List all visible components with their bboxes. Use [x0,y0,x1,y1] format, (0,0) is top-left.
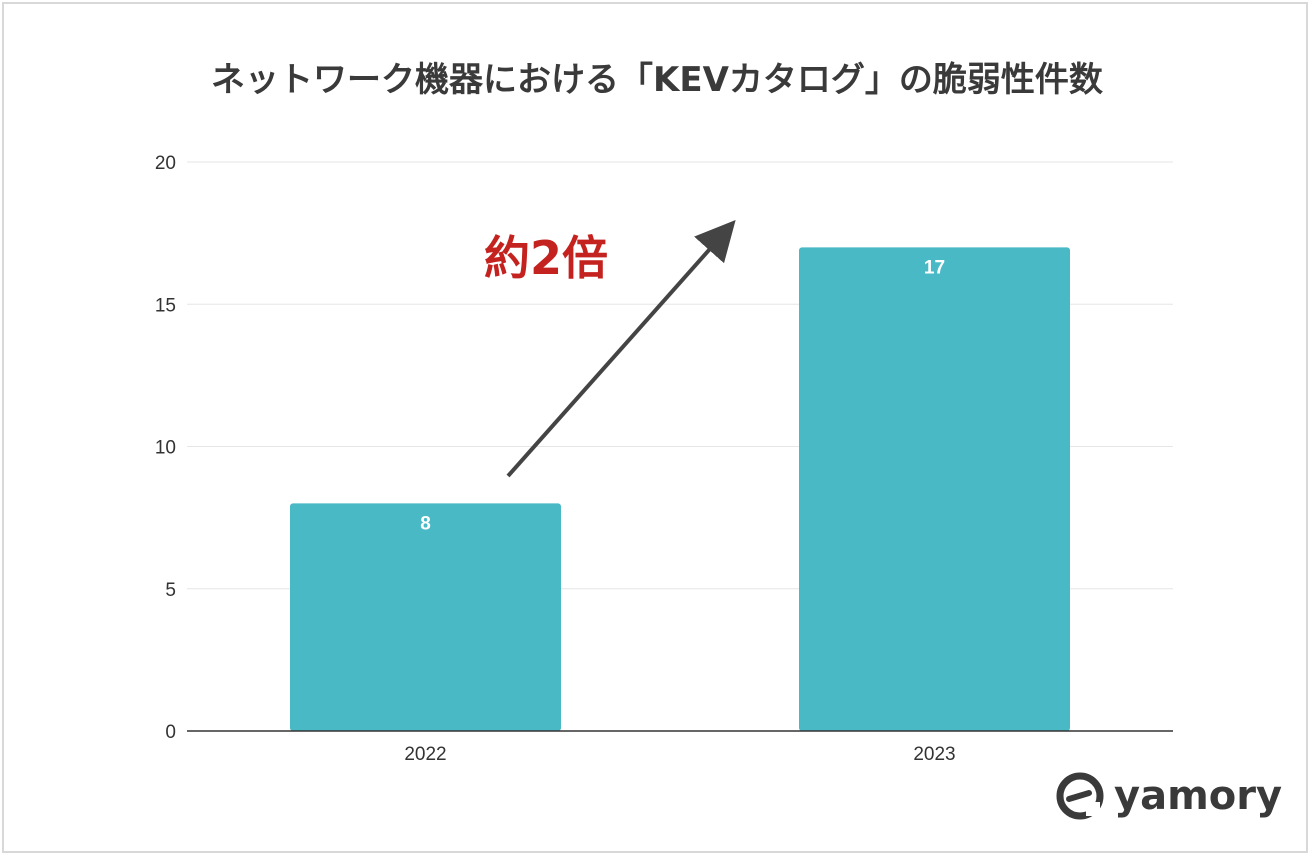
x-axis-ticks: 2022 2023 [404,744,955,765]
data-label-2022: 8 [420,513,431,534]
yamory-logo-icon [1056,772,1104,820]
logo-text: yamory [1114,773,1283,819]
chart-title: ネットワーク機器における「KEVカタログ」の脆弱性件数 [211,60,1103,100]
annotation-label: 約2倍 [484,231,608,285]
y-tick-label: 20 [155,153,176,174]
y-tick-label: 0 [165,722,176,743]
x-tick-label: 2023 [913,744,955,765]
y-tick-label: 15 [155,295,176,316]
growth-arrow [506,220,736,478]
y-tick-label: 5 [165,580,176,601]
yamory-logo: yamory [1056,770,1282,822]
bar-2023 [799,247,1070,731]
bars: 8 17 [290,247,1070,731]
x-tick-label: 2022 [404,744,446,765]
y-tick-label: 10 [155,438,176,459]
data-label-2023: 17 [924,257,945,278]
y-axis-ticks: 0 5 10 15 20 [155,153,176,743]
bar-2022 [290,503,561,731]
